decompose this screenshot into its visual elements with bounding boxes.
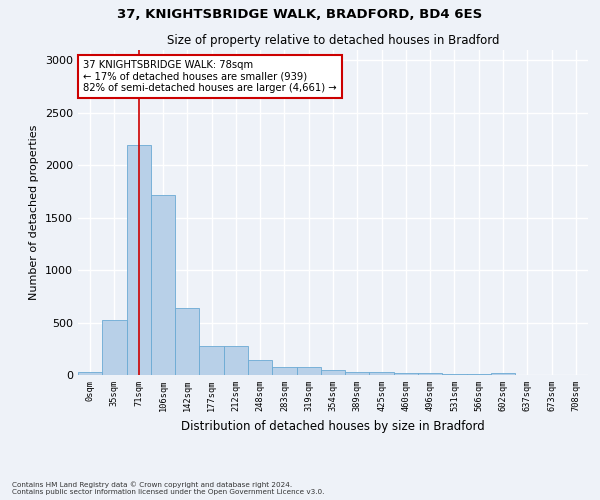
Bar (296, 366, 321, 375)
Text: Contains HM Land Registry data © Crown copyright and database right 2024.
Contai: Contains HM Land Registry data © Crown c… (12, 482, 325, 495)
Bar (272, 366, 296, 375)
Bar (467, 374, 491, 375)
Bar (175, 308, 199, 375)
Bar (151, 194, 175, 375)
Bar (78, 372, 102, 375)
Bar (248, 360, 272, 375)
Bar (394, 373, 418, 375)
Bar (199, 346, 224, 375)
Bar (442, 374, 467, 375)
Bar (321, 370, 345, 375)
X-axis label: Distribution of detached houses by size in Bradford: Distribution of detached houses by size … (181, 420, 485, 432)
Bar (102, 320, 127, 375)
Text: 37, KNIGHTSBRIDGE WALK, BRADFORD, BD4 6ES: 37, KNIGHTSBRIDGE WALK, BRADFORD, BD4 6E… (118, 8, 482, 20)
Title: Size of property relative to detached houses in Bradford: Size of property relative to detached ho… (167, 34, 499, 48)
Bar (418, 374, 442, 375)
Bar (491, 374, 515, 375)
Bar (224, 346, 248, 375)
Bar (127, 146, 151, 375)
Bar (370, 372, 394, 375)
Text: 37 KNIGHTSBRIDGE WALK: 78sqm
← 17% of detached houses are smaller (939)
82% of s: 37 KNIGHTSBRIDGE WALK: 78sqm ← 17% of de… (83, 60, 337, 93)
Y-axis label: Number of detached properties: Number of detached properties (29, 125, 40, 300)
Bar (345, 372, 370, 375)
